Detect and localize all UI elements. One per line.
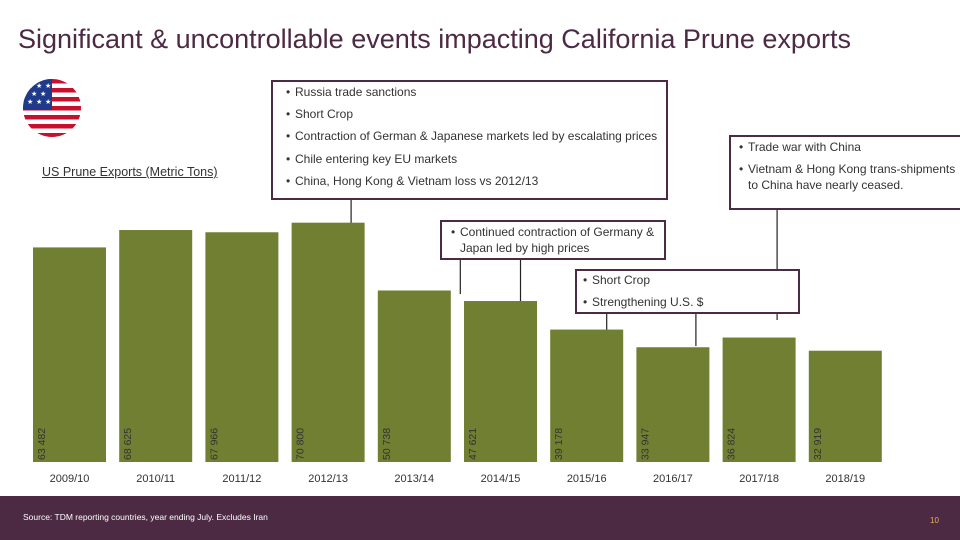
data-label: 70 800 <box>295 428 307 460</box>
callout-item: Trade war with China <box>736 139 960 155</box>
data-label: 33 947 <box>639 428 651 460</box>
category-label: 2014/15 <box>481 473 521 485</box>
callout-2014-events: Continued contraction of Germany & Japan… <box>440 220 666 260</box>
svg-text:★: ★ <box>36 82 42 90</box>
callout-item: Continued contraction of Germany & Japan… <box>448 224 660 256</box>
category-label: 2012/13 <box>308 473 348 485</box>
exports-bar-chart: 63 482 2009/10 68 625 2010/11 67 966 2011/12 7… <box>33 200 882 485</box>
page-title: Significant & uncontrollable events impa… <box>18 24 851 54</box>
callout-item: Vietnam & Hong Kong trans-shipments to C… <box>736 161 960 193</box>
category-label: 2013/14 <box>394 473 434 485</box>
callout-item: Chile entering key EU markets <box>283 151 660 167</box>
data-label: 67 966 <box>208 428 220 460</box>
category-label: 2017/18 <box>739 473 779 485</box>
bar-2015/16 <box>550 329 624 462</box>
bar-2016/17 <box>636 347 710 462</box>
data-label: 47 621 <box>467 428 479 460</box>
svg-text:★: ★ <box>36 98 42 106</box>
callout-item: Strengthening U.S. $ <box>580 294 794 310</box>
data-label: 39 178 <box>553 428 565 460</box>
data-label: 68 625 <box>122 428 134 460</box>
category-label: 2018/19 <box>825 473 865 485</box>
bar-2011/12 <box>205 232 279 462</box>
callout-item: Short Crop <box>283 106 660 122</box>
category-label: 2010/11 <box>136 473 175 485</box>
bar-2010/11 <box>119 230 193 462</box>
page-number: 10 <box>930 516 939 525</box>
chart-title: US Prune Exports (Metric Tons) <box>42 165 218 179</box>
footer-bar: Source: TDM reporting countries, year en… <box>0 496 960 540</box>
callout-item: Short Crop <box>580 272 794 288</box>
us-flag-icon: ★ ★ ★ ★ ★ ★ ★ ★ <box>23 79 81 137</box>
bar-2018/19 <box>808 350 882 462</box>
bar-2012/13 <box>291 222 365 462</box>
svg-text:★: ★ <box>27 98 33 106</box>
category-label: 2016/17 <box>653 473 693 485</box>
data-label: 36 824 <box>726 428 738 460</box>
bar-2017/18 <box>722 337 796 462</box>
bar-2013/14 <box>377 290 451 462</box>
bar-2009/10 <box>33 247 106 462</box>
svg-text:★: ★ <box>31 90 37 98</box>
category-label: 2011/12 <box>222 473 261 485</box>
svg-text:★: ★ <box>40 90 46 98</box>
callout-item: China, Hong Kong & Vietnam loss vs 2012/… <box>283 173 660 189</box>
callout-2016-events: Short Crop Strengthening U.S. $ <box>575 269 800 314</box>
bar-2014/15 <box>464 301 537 462</box>
data-label: 32 919 <box>812 428 824 460</box>
callout-2018-events: Trade war with China Vietnam & Hong Kong… <box>729 135 960 210</box>
callout-item: Contraction of German & Japanese markets… <box>283 128 660 144</box>
data-label: 63 482 <box>36 428 48 460</box>
category-label: 2009/10 <box>50 473 90 485</box>
svg-text:★: ★ <box>45 98 51 106</box>
source-note: Source: TDM reporting countries, year en… <box>23 512 268 522</box>
callout-item: Russia trade sanctions <box>283 84 660 100</box>
callout-2012-events: Russia trade sanctions Short Crop Contra… <box>271 80 668 200</box>
data-label: 50 738 <box>381 428 393 460</box>
svg-text:★: ★ <box>45 82 51 90</box>
category-label: 2015/16 <box>567 473 607 485</box>
